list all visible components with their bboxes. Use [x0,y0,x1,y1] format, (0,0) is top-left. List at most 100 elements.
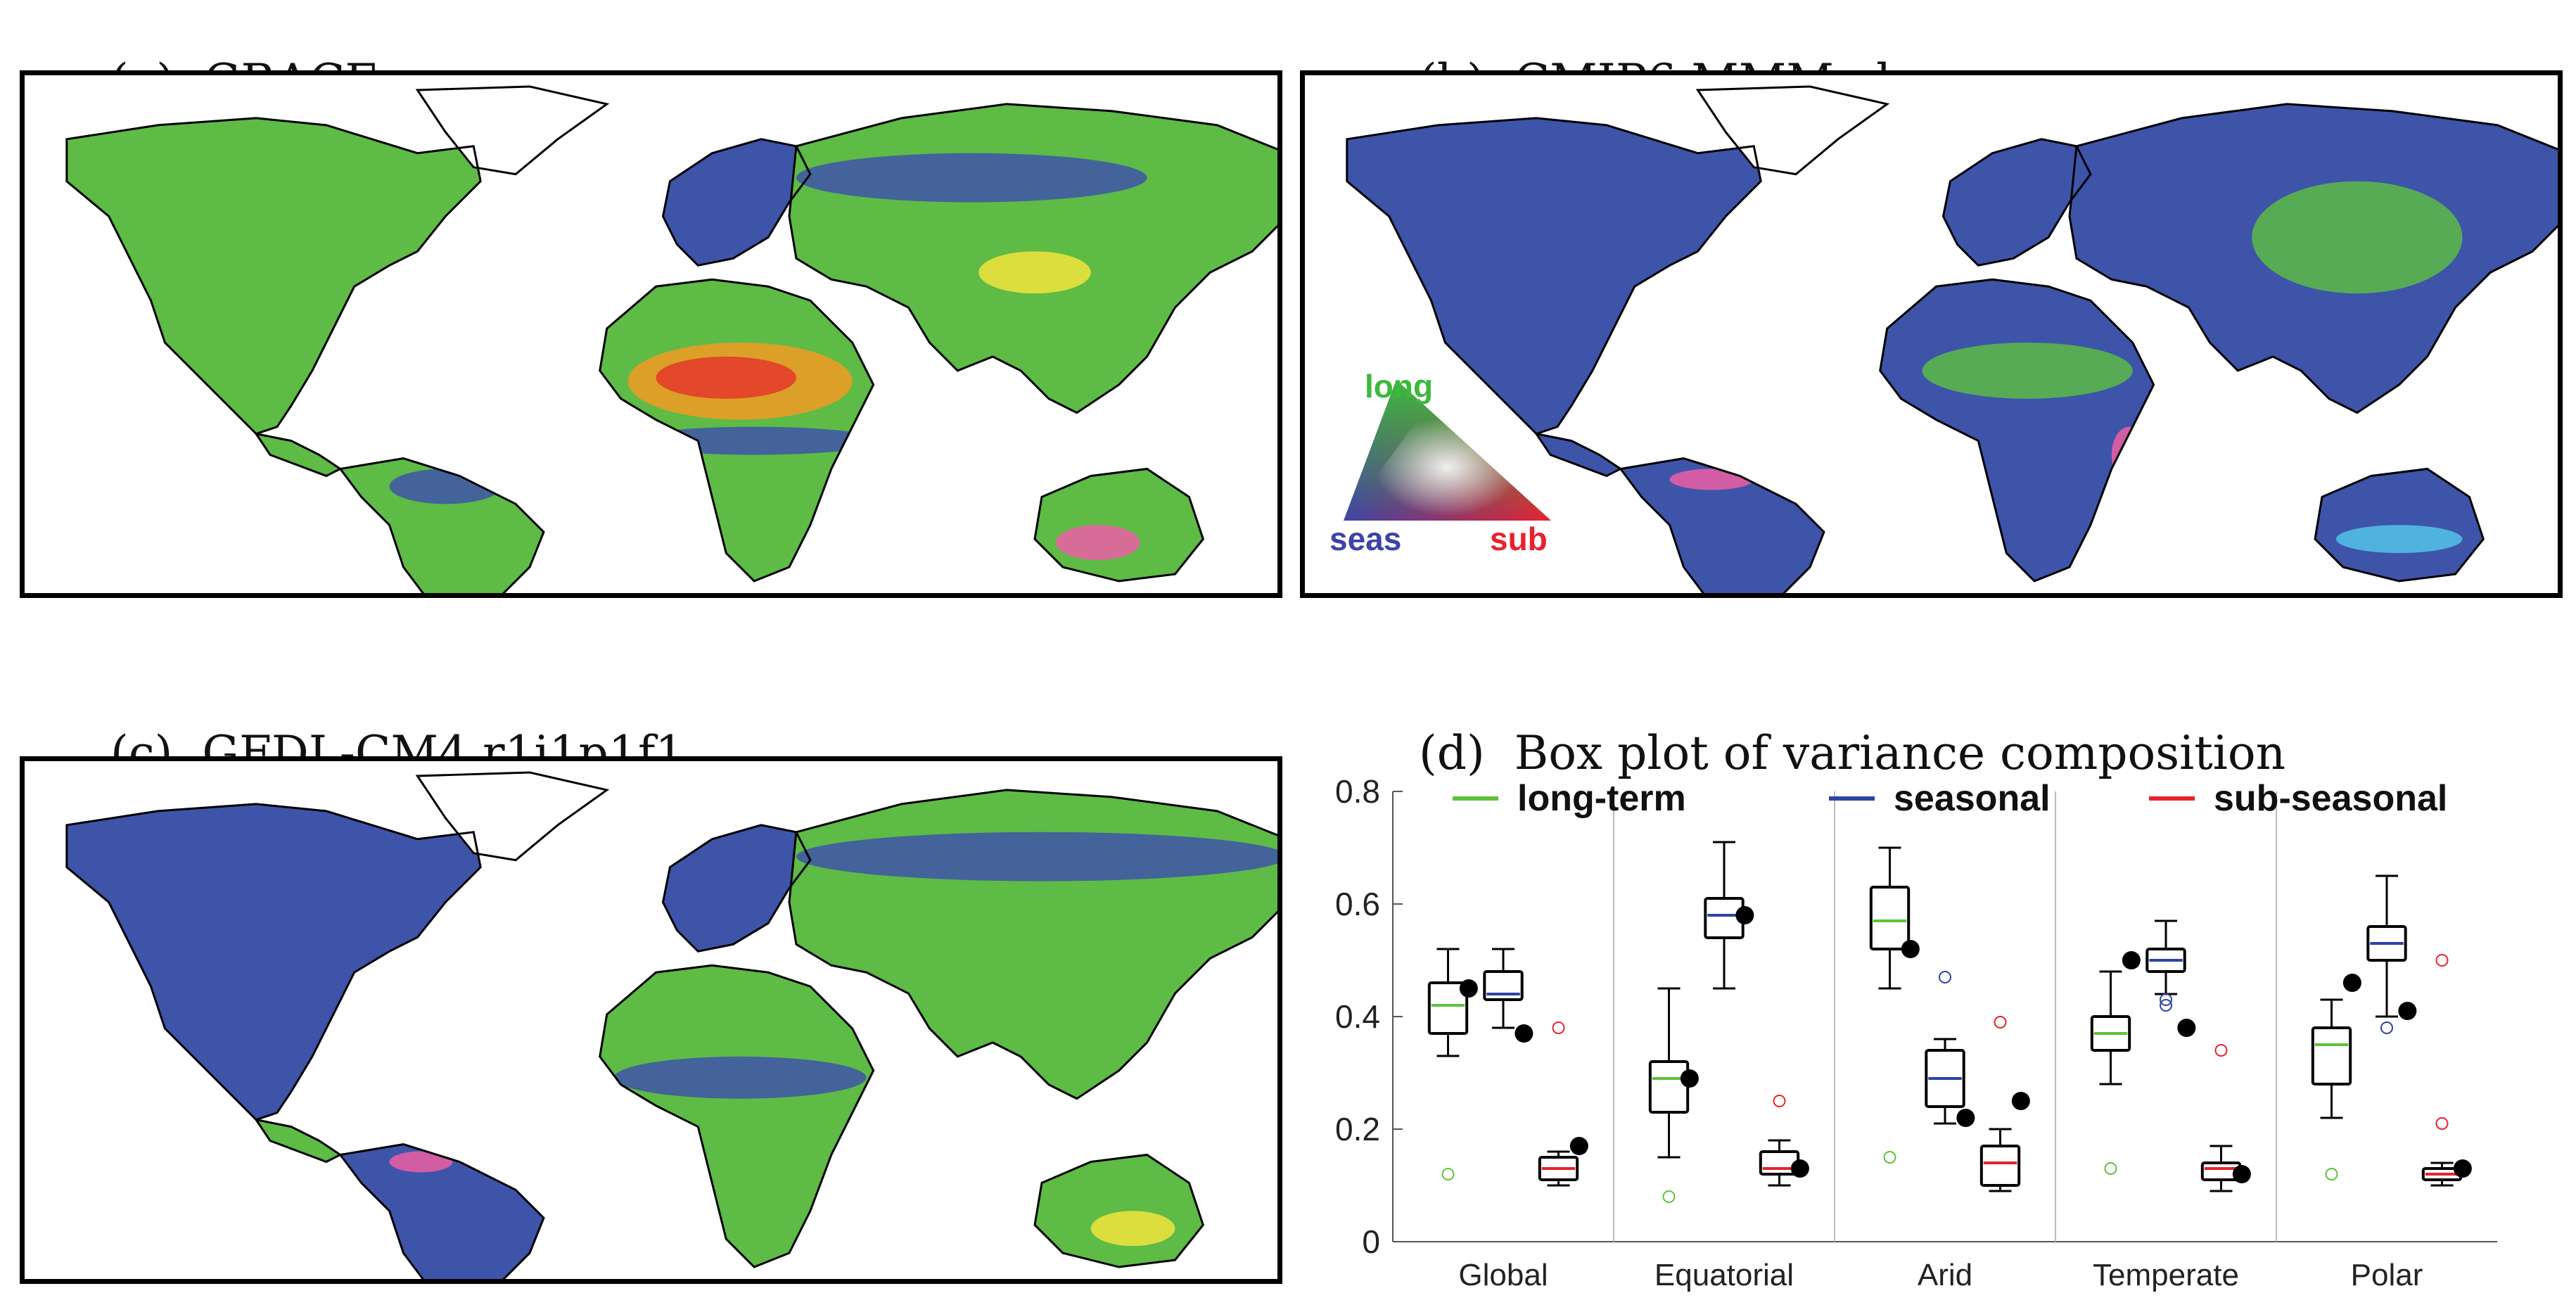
coastline-green [415,85,610,176]
coastline-ca [1534,432,1623,478]
box-seasonal-temperate [2145,919,2196,1037]
map-region-australia-band [2335,525,2463,554]
box-sub-seasonal-global [1538,1021,1588,1187]
box-iqr [2311,1026,2352,1086]
world-map-grace [65,85,1277,593]
landmass-sa [1620,458,1824,593]
outlier-point [1773,1095,1786,1107]
map-region-tropics-band [627,426,881,455]
landmass-na [66,117,481,434]
reference-dot [1901,940,1920,958]
map-region-sahara-core [656,356,796,399]
box-iqr [1427,981,1469,1035]
box-iqr [1979,1145,2021,1187]
outlier-point [2104,1162,2117,1175]
coastline-asia [788,789,1277,1100]
landmass-green [417,87,607,174]
outlier-point [2214,1044,2228,1057]
landmass-af [1880,279,2154,582]
ternary-label-sub: sub [1490,521,1548,556]
box-long-term-equatorial [1648,987,1699,1203]
outlier-point [1939,971,1951,983]
map-region-amazon-band [389,469,502,504]
landmass-eu [1943,139,2091,266]
coastline-eu [661,138,812,267]
landmass-ca [256,433,340,476]
box-plot-axes: 0 0.2 0.4 0.6 0.8 Global Equatorial Arid Tempera… [1335,773,2497,1292]
reference-dot [2177,1019,2196,1037]
coastline-sa [338,1142,545,1279]
panel-d-label: Box plot of variance composition [1514,726,2286,780]
outlier-point [2380,1021,2393,1034]
y-tick-label: 0.2 [1335,1111,1380,1147]
box-seasonal-polar [2366,874,2417,1034]
map-region-east-asia-band [2252,181,2463,294]
x-tick-label: Equatorial [1654,1258,1794,1292]
x-tick-label: Global [1458,1258,1548,1292]
reference-dot [1459,979,1478,998]
box-seasonal-arid [1925,971,1975,1127]
variance-box-plot: 0 0.2 0.4 0.6 0.8 Global Equatorial Arid Tempera… [1335,773,2497,1292]
landmass-sa [340,1144,544,1279]
box-seasonal-global [1483,948,1534,1043]
reference-dot [1735,906,1754,924]
box-long-term-polar [2311,974,2361,1180]
legend-label-sub-seasonal: sub-seasonal [2214,778,2447,819]
coastline-au [2314,467,2485,583]
legend-label-long-term: long-term [1517,778,1686,819]
world-map-gfdl [65,771,1277,1279]
map-region-amazon-hotspot [389,1151,453,1173]
panel-d-tag: (d) [1418,726,1485,780]
box-sub-seasonal-polar [2421,954,2472,1187]
coastline-na [65,117,482,435]
coastline-asia [788,103,1277,414]
coastline-sa [1619,457,1825,593]
outlier-point [1552,1021,1565,1034]
outlier-point [1883,1151,1896,1164]
reference-dot [2122,951,2141,969]
map-region-amazon-hotspot [1669,469,1754,490]
x-tick-label: Temperate [2093,1258,2239,1292]
map-region-central-asia-hotspot [978,251,1091,294]
box-sub-seasonal-temperate [2200,1044,2251,1192]
y-tick-label: 0.8 [1335,773,1380,810]
coastline-af [599,964,875,1268]
coastline-eu [661,824,812,953]
coastline-ca [253,1118,343,1164]
box-sub-seasonal-arid [1979,1016,2030,1192]
box-iqr [1869,886,1911,950]
coastline-asia [2068,103,2558,414]
box-seasonal-equatorial [1704,841,1754,990]
coastline-sa [338,457,545,593]
coastline-af [1879,278,2155,583]
coastline-na [65,803,482,1121]
landmass-green [1697,87,1887,174]
reference-dot [2232,1165,2251,1183]
outlier-point [2160,999,2172,1012]
outlier-point [1662,1190,1676,1203]
map-grace [20,70,1282,598]
landmass-ca [256,1119,340,1162]
coastline-au [1033,1153,1205,1268]
y-tick-label: 0.4 [1335,998,1380,1035]
box-plot-legend: long-term seasonal sub-seasonal [1453,778,2447,819]
coastline-na [1346,117,1762,435]
landmass-na [66,803,481,1120]
box-iqr [1648,1060,1690,1114]
landmass-au [2315,469,2484,582]
outlier-point [2435,1117,2449,1130]
reference-dot [2342,974,2361,992]
map-region-equatorial-band [613,1056,867,1099]
coastline-af [599,278,875,583]
map-region-siberia-band [796,832,1277,881]
y-tick-label: 0 [1362,1223,1380,1260]
coastline-green [415,771,610,862]
reference-dot [1956,1109,1975,1127]
landmass-sa [340,458,544,593]
box-long-term-temperate [2090,951,2141,1175]
world-map-cmip6 [1346,85,2558,593]
box-long-term-arid [1869,846,1920,1164]
box-plot-boxes [1427,841,2472,1203]
reference-dot [1569,1137,1588,1155]
map-region-australia-hotspot [1055,525,1140,561]
